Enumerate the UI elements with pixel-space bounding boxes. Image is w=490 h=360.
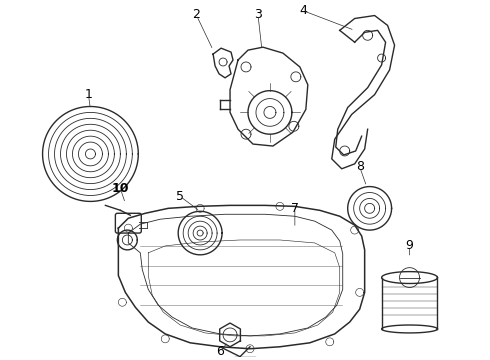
- Text: 7: 7: [291, 202, 299, 215]
- Text: 1: 1: [84, 88, 93, 101]
- Text: 9: 9: [406, 239, 414, 252]
- Text: 2: 2: [192, 8, 200, 21]
- Text: 10: 10: [112, 182, 129, 195]
- Text: 8: 8: [356, 160, 364, 173]
- Text: 6: 6: [216, 345, 224, 358]
- Text: 4: 4: [299, 4, 307, 17]
- Text: 5: 5: [176, 190, 184, 203]
- Text: 3: 3: [254, 8, 262, 21]
